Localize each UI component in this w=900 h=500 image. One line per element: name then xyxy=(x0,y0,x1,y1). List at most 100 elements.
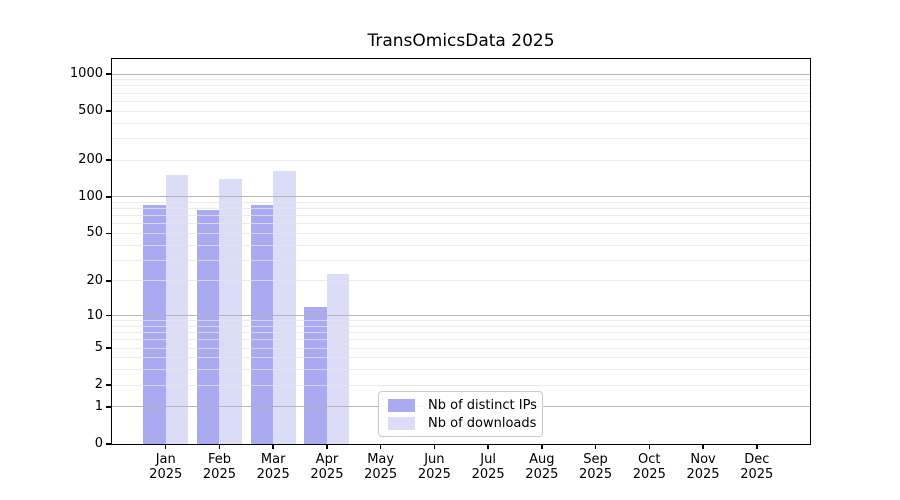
x-tick-label-line: 2025 xyxy=(740,467,774,482)
x-tick-label-line: Oct xyxy=(638,452,661,467)
x-tick xyxy=(379,444,382,449)
y-tick xyxy=(106,280,112,282)
x-tick-label: Aug 2025 xyxy=(510,452,574,482)
y-minor-gridline xyxy=(112,100,811,102)
y-tick-label: 100 xyxy=(78,188,103,204)
y-minor-gridline xyxy=(112,215,811,217)
x-tick xyxy=(702,444,704,449)
x-tick-label-line: 2025 xyxy=(417,467,451,482)
y-tick xyxy=(106,347,112,349)
y-minor-gridline xyxy=(112,110,811,112)
x-tick-label-line: 2025 xyxy=(364,467,398,482)
x-tick-label-line: 2025 xyxy=(632,467,666,482)
y-minor-gridline xyxy=(112,339,811,341)
x-tick-label-line: Apr xyxy=(315,452,339,467)
y-major-gridline xyxy=(112,73,811,75)
y-minor-gridline xyxy=(112,369,811,371)
y-minor-gridline xyxy=(112,208,811,210)
y-tick-label: 200 xyxy=(78,152,103,168)
x-tick xyxy=(218,444,221,449)
bar-distinct-ips-3 xyxy=(304,306,327,444)
y-tick-label: 1000 xyxy=(69,66,103,82)
y-major-gridline xyxy=(112,315,811,317)
y-tick-label: 10 xyxy=(86,307,103,323)
x-tick-label-line: 2025 xyxy=(149,467,183,482)
legend-label-distinct-ips: Nb of distinct IPs xyxy=(428,397,537,413)
x-tick-label-line: Sep xyxy=(583,452,608,467)
x-tick xyxy=(648,444,651,449)
y-minor-gridline xyxy=(112,159,811,161)
x-tick xyxy=(487,444,489,449)
x-tick xyxy=(433,444,436,449)
x-tick-label-line: Jul xyxy=(480,452,496,467)
y-tick xyxy=(106,159,112,161)
y-minor-gridline xyxy=(112,332,811,334)
y-tick xyxy=(106,196,112,198)
bar-distinct-ips-2 xyxy=(250,204,274,444)
x-tick-label-line: 2025 xyxy=(310,467,344,482)
y-minor-gridline xyxy=(112,232,811,234)
y-minor-gridline xyxy=(112,137,811,139)
x-tick-label-line: Jun xyxy=(424,452,445,467)
y-tick xyxy=(106,110,112,112)
x-tick-label-line: Mar xyxy=(260,452,286,467)
y-tick-label: 50 xyxy=(86,225,103,241)
y-minor-gridline xyxy=(112,384,811,386)
x-tick-label-line: Aug xyxy=(529,452,555,467)
legend-swatch-downloads xyxy=(388,416,415,430)
x-tick-label: Oct 2025 xyxy=(617,452,681,482)
y-minor-gridline xyxy=(112,92,811,94)
x-tick xyxy=(756,444,758,449)
legend-swatch-distinct-ips xyxy=(388,398,415,412)
x-tick-label-line: May xyxy=(367,452,395,467)
x-tick-label-line: 2025 xyxy=(256,467,290,482)
y-tick xyxy=(106,443,112,445)
x-tick-label: Jul 2025 xyxy=(456,452,520,482)
x-tick-label: May 2025 xyxy=(349,452,413,482)
y-major-gridline xyxy=(112,196,811,198)
y-tick xyxy=(106,384,112,386)
bar-distinct-ips-0 xyxy=(143,205,166,444)
y-minor-gridline xyxy=(112,259,811,261)
y-tick-label: 2 xyxy=(94,377,103,393)
bar-downloads-1 xyxy=(219,179,242,444)
y-tick xyxy=(106,406,112,408)
chart-title: TransOmicsData 2025 xyxy=(367,31,555,51)
x-tick-label-line: Nov xyxy=(690,452,716,467)
x-tick-label-line: 2025 xyxy=(686,467,720,482)
x-tick-label: Sep 2025 xyxy=(564,452,628,482)
legend-item-downloads: Nb of downloads xyxy=(388,415,537,431)
x-tick-label: Dec 2025 xyxy=(725,452,789,482)
y-tick-label: 500 xyxy=(78,103,103,119)
x-tick xyxy=(594,444,597,449)
x-tick xyxy=(272,444,274,449)
y-minor-gridline xyxy=(112,347,811,349)
x-tick-label-line: 2025 xyxy=(471,467,505,482)
y-tick xyxy=(106,314,112,317)
x-tick-label-line: 2025 xyxy=(579,467,613,482)
y-minor-gridline xyxy=(112,320,811,322)
x-tick-label-line: Jan xyxy=(155,452,176,467)
x-tick-label: Nov 2025 xyxy=(671,452,735,482)
x-tick-label: Feb 2025 xyxy=(187,452,251,482)
y-tick-label: 1 xyxy=(94,398,103,414)
x-tick-label-line: 2025 xyxy=(525,467,559,482)
y-minor-gridline xyxy=(112,244,811,246)
x-tick-label: Jan 2025 xyxy=(134,452,198,482)
x-tick-label-line: Feb xyxy=(207,452,231,467)
y-minor-gridline xyxy=(112,357,811,359)
x-tick-label: Mar 2025 xyxy=(241,452,305,482)
y-tick xyxy=(106,232,112,235)
x-tick xyxy=(541,444,543,449)
x-tick xyxy=(164,444,167,449)
legend: Nb of distinct IPs Nb of downloads xyxy=(378,391,543,437)
y-minor-gridline xyxy=(112,201,811,203)
x-tick-label-line: Dec xyxy=(744,452,770,467)
bar-downloads-3 xyxy=(326,273,350,444)
y-minor-gridline xyxy=(112,122,811,124)
x-tick-label-line: 2025 xyxy=(202,467,236,482)
x-tick xyxy=(326,444,328,449)
legend-label-downloads: Nb of downloads xyxy=(428,415,537,431)
legend-item-distinct-ips: Nb of distinct IPs xyxy=(388,398,537,413)
